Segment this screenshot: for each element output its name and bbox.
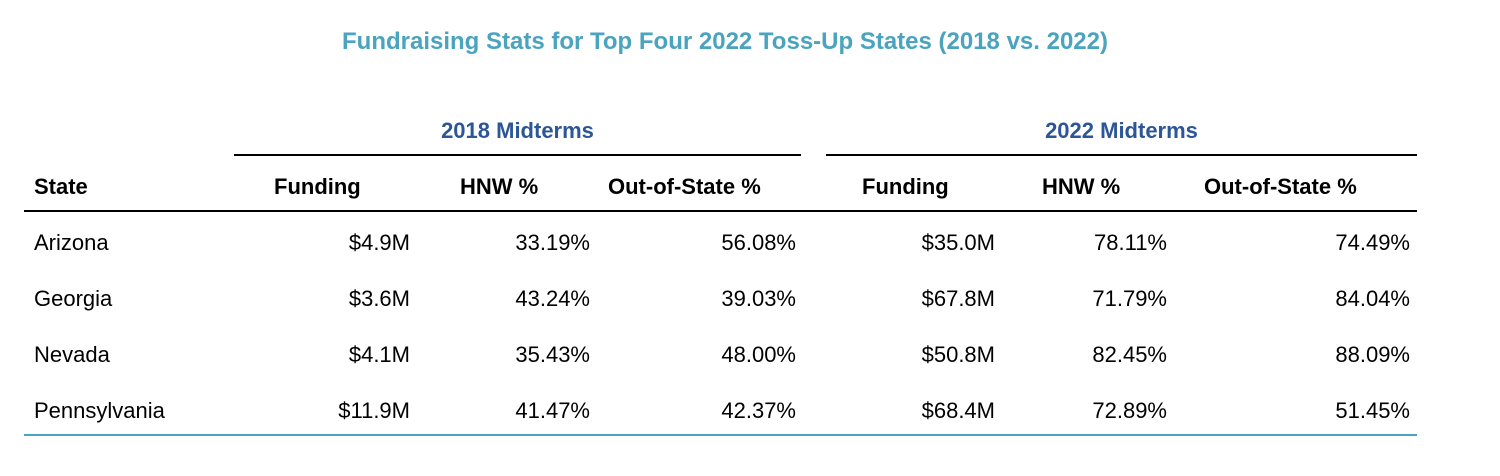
cell-funding-2018: $11.9M [338, 398, 410, 423]
bottom-rule [24, 434, 1417, 436]
column-header-hnw-2022: HNW % [1042, 174, 1121, 199]
column-header-funding-2018: Funding [274, 174, 361, 199]
group-rule-2018 [234, 154, 801, 156]
group-header-2018: 2018 Midterms [441, 118, 594, 143]
cell-out-of-state-2018: 42.37% [721, 398, 796, 423]
cell-hnw-2022: 78.11% [1094, 230, 1167, 255]
group-rule-2022 [826, 154, 1417, 156]
cell-hnw-2018: 35.43% [515, 342, 590, 367]
column-header-out-of-state-2018: Out-of-State % [608, 174, 761, 199]
cell-funding-2018: $3.6M [348, 286, 410, 311]
cell-funding-2022: $67.8M [921, 286, 995, 311]
cell-hnw-2022: 82.45% [1092, 342, 1167, 367]
cell-out-of-state-2018: 48.00% [721, 342, 796, 367]
cell-hnw-2018: 33.19% [515, 230, 590, 255]
cell-out-of-state-2022: 88.09% [1335, 342, 1410, 367]
cell-funding-2022: $35.0M [921, 230, 995, 255]
group-header-2022: 2022 Midterms [1045, 118, 1198, 143]
cell-funding-2022: $68.4M [921, 398, 995, 423]
column-header-state: State [34, 174, 88, 199]
header-rule [24, 210, 1417, 212]
cell-state: Pennsylvania [34, 398, 165, 423]
cell-out-of-state-2022: 51.45% [1335, 398, 1410, 423]
cell-hnw-2022: 72.89% [1092, 398, 1167, 423]
column-header-funding-2022: Funding [862, 174, 949, 199]
cell-out-of-state-2022: 74.49% [1335, 230, 1410, 255]
cell-state: Georgia [34, 286, 113, 311]
cell-funding-2018: $4.1M [348, 342, 410, 367]
cell-hnw-2022: 71.79% [1092, 286, 1167, 311]
cell-state: Arizona [34, 230, 109, 255]
cell-funding-2018: $4.9M [348, 230, 410, 255]
cell-funding-2022: $50.8M [921, 342, 995, 367]
cell-out-of-state-2022: 84.04% [1335, 286, 1410, 311]
cell-state: Nevada [34, 342, 110, 367]
cell-out-of-state-2018: 56.08% [721, 230, 796, 255]
cell-hnw-2018: 41.47% [515, 398, 590, 423]
cell-hnw-2018: 43.24% [515, 286, 590, 311]
table-title: Fundraising Stats for Top Four 2022 Toss… [342, 28, 1108, 55]
cell-out-of-state-2018: 39.03% [721, 286, 796, 311]
column-header-hnw-2018: HNW % [460, 174, 539, 199]
column-header-out-of-state-2022: Out-of-State % [1204, 174, 1357, 199]
